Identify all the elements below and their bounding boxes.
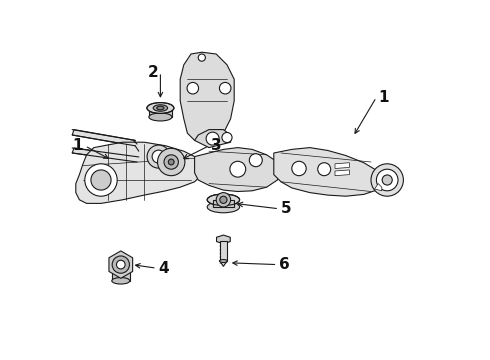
Circle shape — [169, 159, 174, 165]
Polygon shape — [195, 130, 231, 148]
Circle shape — [292, 161, 306, 176]
Ellipse shape — [112, 278, 130, 284]
Polygon shape — [274, 148, 382, 196]
Circle shape — [249, 154, 262, 167]
Polygon shape — [374, 184, 382, 191]
Polygon shape — [195, 148, 281, 192]
Ellipse shape — [153, 105, 168, 111]
Circle shape — [187, 82, 198, 94]
Polygon shape — [220, 241, 227, 261]
Polygon shape — [180, 52, 234, 140]
Circle shape — [222, 132, 232, 143]
Ellipse shape — [157, 106, 164, 110]
Polygon shape — [335, 163, 349, 168]
Circle shape — [216, 193, 231, 207]
Text: 4: 4 — [159, 261, 170, 276]
Ellipse shape — [207, 194, 240, 206]
Polygon shape — [72, 130, 135, 146]
Circle shape — [198, 54, 205, 61]
Circle shape — [164, 155, 178, 169]
Circle shape — [85, 164, 117, 196]
Circle shape — [220, 82, 231, 94]
Circle shape — [157, 148, 185, 176]
Circle shape — [147, 145, 170, 168]
Text: 1: 1 — [73, 138, 83, 153]
Polygon shape — [112, 270, 130, 281]
Polygon shape — [76, 142, 202, 203]
Circle shape — [382, 175, 392, 185]
Circle shape — [220, 196, 227, 203]
Circle shape — [318, 163, 331, 176]
Circle shape — [152, 150, 165, 163]
Ellipse shape — [147, 103, 174, 113]
Polygon shape — [335, 170, 349, 176]
Circle shape — [117, 260, 125, 269]
Circle shape — [371, 164, 403, 196]
Circle shape — [376, 169, 398, 191]
Text: 2: 2 — [148, 64, 159, 80]
Polygon shape — [72, 148, 139, 162]
Text: 6: 6 — [279, 257, 290, 272]
Text: 3: 3 — [211, 138, 221, 153]
Circle shape — [91, 170, 111, 190]
Ellipse shape — [220, 260, 227, 262]
Circle shape — [112, 256, 129, 273]
Circle shape — [206, 132, 219, 145]
Ellipse shape — [207, 201, 240, 213]
Polygon shape — [213, 200, 234, 207]
Text: 5: 5 — [281, 201, 292, 216]
Circle shape — [230, 161, 245, 177]
Polygon shape — [149, 108, 172, 117]
Polygon shape — [217, 235, 230, 244]
Polygon shape — [220, 261, 227, 266]
Polygon shape — [109, 251, 133, 278]
Text: 1: 1 — [378, 90, 389, 105]
Ellipse shape — [149, 113, 172, 121]
